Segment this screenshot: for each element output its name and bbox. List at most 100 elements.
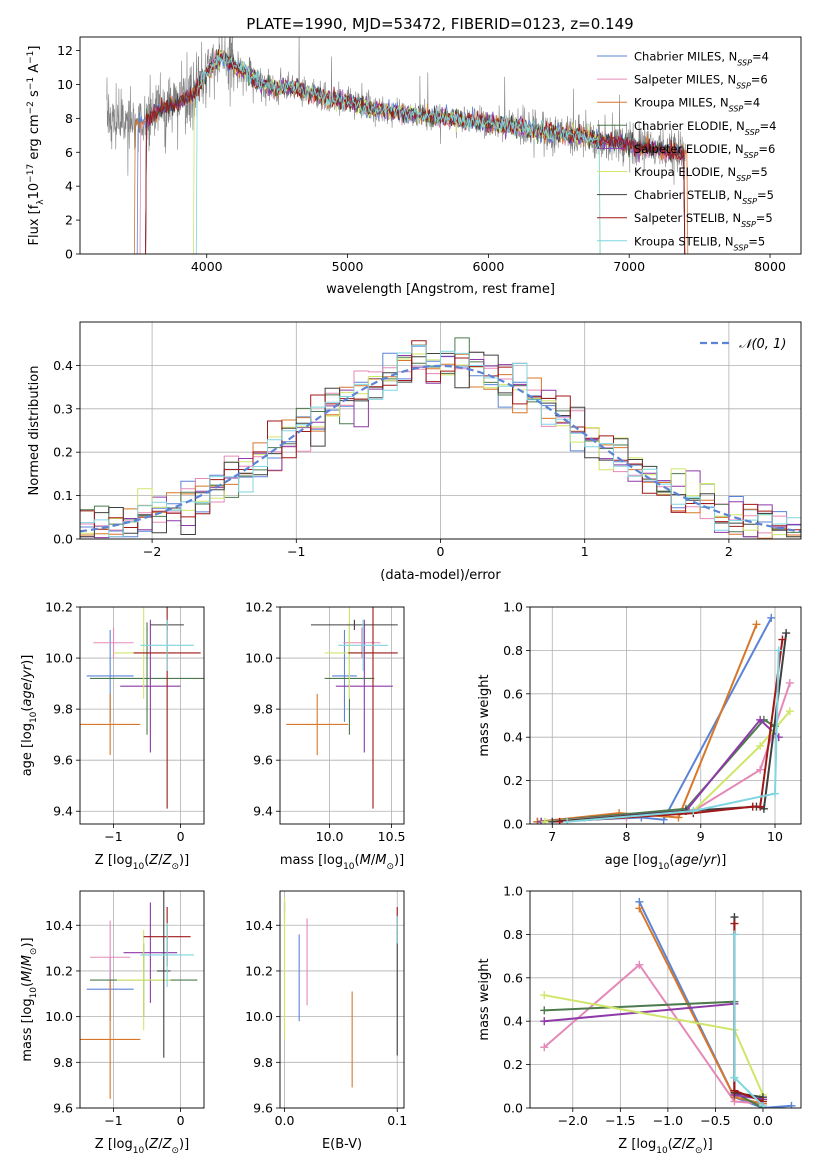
x-tick-label: −1.5 bbox=[605, 1113, 635, 1128]
x-tick-label: 1 bbox=[581, 544, 589, 559]
panel-mass_weight_vs_age: 7 8 9 10 0.0 0.2 0.4 0.6 0.8 1.0 age [log10(age/yr… bbox=[477, 600, 802, 872]
panel-age_vs_Z: −1 0 9.4 9.6 9.8 10.0 10.2 Z [log10(Z/Z⊙)] age [… bbox=[20, 600, 205, 872]
axes-frame bbox=[529, 890, 802, 1109]
legend-label-chabrier_miles: Chabrier MILES, NSSP=4 bbox=[634, 50, 769, 68]
x-tick-label: −1.0 bbox=[653, 1113, 683, 1128]
y-tick-label: 0.3 bbox=[53, 401, 73, 416]
y-tick-label: 9.8 bbox=[53, 1055, 73, 1070]
panel-mass_vs_Z: −1 0 9.6 9.8 10.0 10.2 10.4 Z [log10(Z/Z⊙)] mass… bbox=[20, 890, 205, 1156]
y-tick-label: 0.4 bbox=[53, 358, 73, 373]
y-tick-label: 0.6 bbox=[503, 686, 523, 701]
x-tick-label: 0.0 bbox=[753, 1113, 773, 1128]
plot-area bbox=[80, 891, 198, 1099]
mass-weight-line-salpeter_stelib bbox=[733, 923, 764, 1103]
axes-frame bbox=[529, 606, 802, 825]
y-axis-label: mass weight bbox=[477, 958, 492, 1040]
legend-label-kroupa_miles: Kroupa MILES, NSSP=4 bbox=[634, 96, 760, 114]
y-tick-label: 0.8 bbox=[503, 927, 523, 942]
y-tick-label: 2 bbox=[65, 213, 73, 228]
y-tick-label: 0.2 bbox=[53, 445, 73, 460]
x-tick-label: 0 bbox=[177, 1113, 185, 1128]
y-tick-label: 9.8 bbox=[53, 702, 73, 717]
x-tick-label: −1 bbox=[104, 1113, 122, 1128]
y-tick-label: 12 bbox=[57, 43, 73, 58]
panel-mass_vs_ebv: 0.0 0.1 9.6 9.8 10.0 10.2 10.4 E(B-V) bbox=[245, 890, 407, 1152]
x-tick-label: 2 bbox=[725, 544, 733, 559]
x-tick-label: −0.5 bbox=[700, 1113, 730, 1128]
plot-area bbox=[283, 897, 398, 1088]
legend-label-salpeter_stelib: Salpeter STELIB, NSSP=5 bbox=[634, 211, 773, 229]
plot-area bbox=[533, 613, 794, 824]
legend-label-chabrier_stelib: Chabrier STELIB, NSSP=5 bbox=[634, 188, 774, 206]
mass-weight-line-salpeter_miles bbox=[543, 963, 764, 1105]
x-axis-label: wavelength [Angstrom, rest frame] bbox=[326, 282, 555, 297]
mass-weight-line-chabrier_elodie bbox=[541, 718, 776, 823]
legend-label-kroupa_stelib: Kroupa STELIB, NSSP=5 bbox=[634, 234, 765, 252]
x-axis-label: mass [log10(M/M⊙)] bbox=[280, 853, 404, 872]
y-tick-label: 10.0 bbox=[45, 1009, 73, 1024]
x-axis-label: Z [log10(Z/Z⊙)] bbox=[95, 1137, 189, 1156]
model-spectrum-kroupa_stelib bbox=[195, 52, 601, 254]
y-tick-label: 0.0 bbox=[503, 817, 523, 832]
y-tick-label: 9.8 bbox=[253, 1055, 273, 1070]
x-axis-label: Z [log10(Z/Z⊙)] bbox=[618, 1137, 712, 1156]
legend-label-chabrier_elodie: Chabrier ELODIE, NSSP=4 bbox=[634, 119, 776, 137]
y-tick-label: 10.2 bbox=[45, 963, 73, 978]
y-tick-label: 8 bbox=[65, 111, 73, 126]
y-tick-label: 1.0 bbox=[503, 600, 523, 615]
axes-frame bbox=[279, 890, 405, 1109]
legend-label-salpeter_elodie: Salpeter ELODIE, NSSP=6 bbox=[634, 142, 775, 160]
legend-label-normal: 𝒩(0, 1) bbox=[739, 337, 786, 352]
y-tick-label: 0.1 bbox=[53, 488, 73, 503]
y-tick-label: 9.8 bbox=[253, 702, 273, 717]
mass-weight-line-salpeter_stelib bbox=[559, 639, 784, 823]
figure-title: PLATE=1990, MJD=53472, FIBERID=0123, z=0… bbox=[246, 15, 633, 33]
x-tick-label: 0.1 bbox=[387, 1113, 407, 1128]
x-tick-label: 0.0 bbox=[275, 1113, 295, 1128]
panel-age_vs_mass: 10.0 10.5 9.4 9.6 9.8 10.0 10.2 mass [log10(M/M… bbox=[245, 600, 406, 873]
y-tick-label: 10.2 bbox=[245, 600, 273, 615]
plot-area bbox=[106, 37, 689, 254]
y-tick-label: 1.0 bbox=[503, 884, 523, 899]
x-tick-label: 6000 bbox=[472, 259, 504, 274]
y-tick-label: 10.4 bbox=[245, 918, 273, 933]
model-spectrum-salpeter_elodie bbox=[144, 49, 686, 254]
x-axis-label: (data-model)/error bbox=[380, 568, 501, 583]
panel-residuals: −2 −1 0 1 2 0.0 0.1 0.2 0.3 0.4 (data-model)/error… bbox=[27, 321, 802, 583]
normal-distribution-curve bbox=[80, 364, 801, 533]
panel-spectrum: 4000 5000 6000 7000 8000 0 2 4 6 8 10 12 wavelength … bbox=[26, 36, 802, 297]
model-spectrum-chabrier_miles bbox=[136, 53, 686, 254]
model-spectrum-kroupa_miles bbox=[133, 50, 689, 254]
y-tick-label: 6 bbox=[65, 145, 73, 160]
x-tick-label: 7 bbox=[548, 829, 556, 844]
x-tick-label: −1 bbox=[104, 829, 122, 844]
x-tick-label: −1 bbox=[287, 544, 305, 559]
y-tick-label: 0.0 bbox=[503, 1101, 523, 1116]
x-tick-label: 10.5 bbox=[378, 829, 406, 844]
x-axis-label: Z [log10(Z/Z⊙)] bbox=[95, 853, 189, 872]
axes-frame bbox=[279, 606, 405, 825]
x-axis-label: E(B-V) bbox=[322, 1137, 362, 1152]
model-spectrum-chabrier_stelib bbox=[144, 52, 686, 254]
y-axis-label: mass weight bbox=[477, 674, 492, 756]
x-tick-label: 7000 bbox=[613, 259, 645, 274]
model-spectrum-chabrier_elodie bbox=[144, 49, 686, 254]
chart-panels: 4000 5000 6000 7000 8000024681012wavelength … bbox=[20, 36, 802, 1156]
plot-area bbox=[80, 607, 204, 809]
y-axis-label: mass [log10(M/M⊙)] bbox=[20, 937, 39, 1061]
mass-weight-line-chabrier_stelib bbox=[733, 917, 764, 1099]
y-tick-label: 10.0 bbox=[245, 1009, 273, 1024]
y-tick-label: 4 bbox=[65, 179, 73, 194]
x-tick-label: 8000 bbox=[754, 259, 786, 274]
x-tick-label: 10.0 bbox=[316, 829, 344, 844]
plot-area bbox=[80, 337, 801, 539]
y-tick-label: 0 bbox=[65, 247, 73, 262]
y-tick-label: 0.8 bbox=[503, 643, 523, 658]
x-tick-label: 9 bbox=[697, 829, 705, 844]
y-tick-label: 10.2 bbox=[245, 963, 273, 978]
y-tick-label: 0.2 bbox=[503, 773, 523, 788]
y-tick-label: 10 bbox=[57, 77, 73, 92]
y-tick-label: 9.6 bbox=[253, 1101, 273, 1116]
y-axis-label: age [log10(age/yr)] bbox=[20, 655, 39, 777]
